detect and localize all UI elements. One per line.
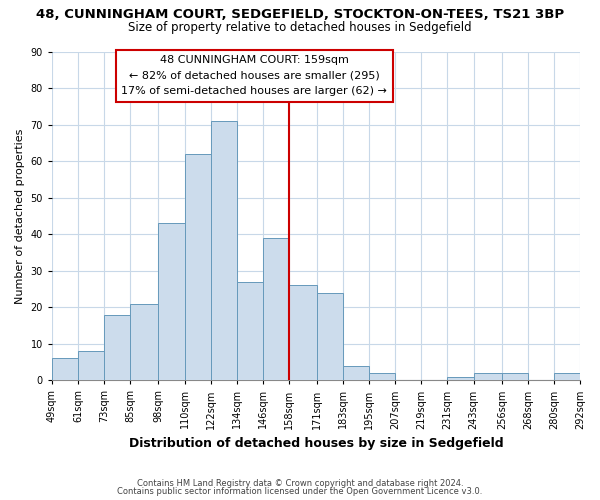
Bar bbox=[317, 292, 343, 380]
Bar bbox=[104, 314, 130, 380]
Text: Contains public sector information licensed under the Open Government Licence v3: Contains public sector information licen… bbox=[118, 487, 482, 496]
Text: Contains HM Land Registry data © Crown copyright and database right 2024.: Contains HM Land Registry data © Crown c… bbox=[137, 478, 463, 488]
Bar bbox=[369, 373, 395, 380]
Text: Size of property relative to detached houses in Sedgefield: Size of property relative to detached ho… bbox=[128, 21, 472, 34]
Bar bbox=[78, 351, 104, 380]
Text: 48, CUNNINGHAM COURT, SEDGEFIELD, STOCKTON-ON-TEES, TS21 3BP: 48, CUNNINGHAM COURT, SEDGEFIELD, STOCKT… bbox=[36, 8, 564, 20]
Bar bbox=[211, 121, 236, 380]
Y-axis label: Number of detached properties: Number of detached properties bbox=[15, 128, 25, 304]
Bar bbox=[448, 376, 473, 380]
Bar bbox=[502, 373, 528, 380]
Bar bbox=[130, 304, 158, 380]
Bar bbox=[52, 358, 78, 380]
Bar bbox=[473, 373, 502, 380]
Bar bbox=[185, 154, 211, 380]
Text: 48 CUNNINGHAM COURT: 159sqm
← 82% of detached houses are smaller (295)
17% of se: 48 CUNNINGHAM COURT: 159sqm ← 82% of det… bbox=[121, 55, 387, 96]
Bar bbox=[289, 286, 317, 380]
Bar bbox=[158, 223, 185, 380]
Bar bbox=[343, 366, 369, 380]
Bar bbox=[554, 373, 580, 380]
Bar bbox=[263, 238, 289, 380]
X-axis label: Distribution of detached houses by size in Sedgefield: Distribution of detached houses by size … bbox=[128, 437, 503, 450]
Bar bbox=[236, 282, 263, 380]
